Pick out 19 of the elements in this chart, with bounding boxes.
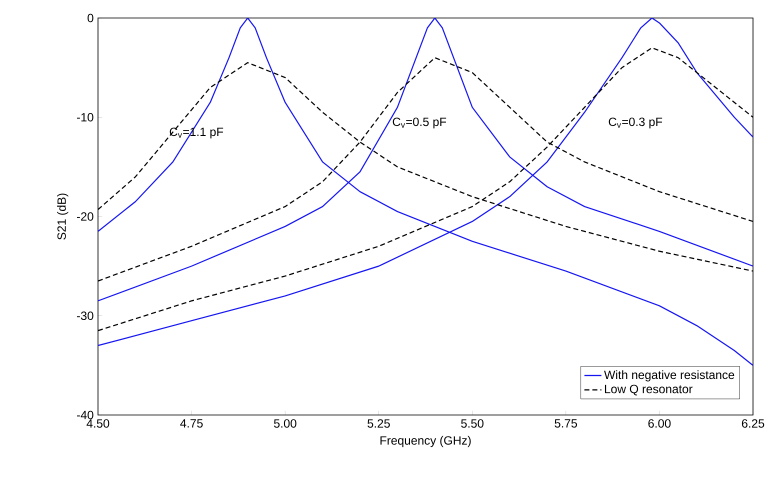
legend-label: Low Q resonator xyxy=(604,384,692,396)
x-tick-label: 5.00 xyxy=(274,419,296,428)
y-tick-label: -10 xyxy=(76,113,94,122)
y-axis-title: S21 (dB) xyxy=(57,194,68,240)
annotation: C$_{v}$=0.3 pF xyxy=(608,118,662,128)
x-axis-title: Frequency (GHz) xyxy=(380,436,471,448)
x-tick-label: 6.25 xyxy=(742,419,764,428)
x-tick-label: 4.75 xyxy=(180,419,203,428)
x-tick-label: 5.75 xyxy=(554,419,578,428)
annotation: C$_{v}$=0.5 pF xyxy=(392,118,446,128)
x-tick-label: 6.00 xyxy=(648,419,671,428)
y-tick-label: -20 xyxy=(76,212,94,221)
x-tick-label: 5.50 xyxy=(461,419,484,428)
x-tick-label: 4.50 xyxy=(86,419,110,428)
y-tick-label: 0 xyxy=(88,14,94,22)
y-tick-label: -30 xyxy=(76,312,94,320)
y-tick-label: -40 xyxy=(76,410,94,420)
legend-label: With negative resistance xyxy=(604,370,734,382)
x-tick-label: 5.25 xyxy=(368,419,390,428)
